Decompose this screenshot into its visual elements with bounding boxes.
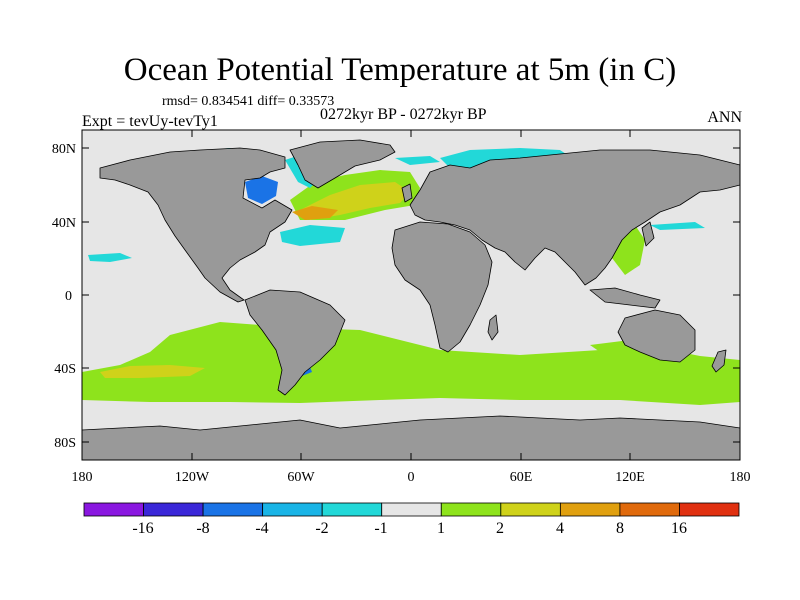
land-madagascar	[487, 314, 499, 341]
period-label: 0272kyr BP - 0272kyr BP	[320, 106, 487, 123]
south-pacific-warm-patch	[100, 365, 205, 378]
colorbar-swatch	[321, 502, 383, 517]
colorbar-label: -8	[196, 520, 209, 537]
colorbar-swatch	[143, 502, 204, 517]
nordic-cold-strip	[395, 156, 440, 165]
colorbar	[83, 502, 740, 517]
colorbar-swatch	[202, 502, 264, 517]
colorbar-label: 16	[671, 520, 687, 537]
colorbar-label: -1	[374, 520, 387, 537]
season-label: ANN	[707, 109, 742, 126]
colorbar-swatch	[619, 502, 680, 517]
y-tick-label: 40N	[52, 216, 76, 231]
hudson-bay-cold	[245, 176, 278, 204]
land-british-isles	[401, 183, 413, 203]
colorbar-swatch	[83, 502, 144, 517]
colorbar-label: -2	[315, 520, 328, 537]
x-axis	[81, 130, 741, 460]
land-north-america	[99, 147, 293, 303]
land-antarctica	[81, 415, 741, 461]
colorbar-label: -4	[255, 520, 268, 537]
colorbar-label: 8	[616, 520, 624, 537]
x-tick-label: 0	[408, 470, 415, 485]
stats-line: rmsd= 0.834541 diff= 0.33573	[162, 94, 335, 109]
x-tick-label: 180	[72, 470, 93, 485]
pacific-cold-patch	[88, 253, 132, 262]
colorbar-label: 1	[437, 520, 445, 537]
gulf-stream-orange	[292, 206, 338, 220]
land-new-zealand	[711, 349, 727, 373]
y-tick-label: 80S	[54, 436, 76, 451]
land-japan	[641, 221, 655, 247]
colorbar-label: 4	[556, 520, 564, 537]
y-axis	[82, 147, 740, 443]
experiment-label: Expt = tevUy-tevTy1	[82, 113, 218, 130]
y-tick-label: 80N	[52, 142, 76, 157]
land-greenland	[289, 139, 396, 189]
land-australia	[617, 309, 696, 363]
land-eurasia	[409, 149, 741, 286]
colorbar-label: -16	[132, 520, 153, 537]
land-maritime-continent	[589, 287, 661, 309]
colorbar-swatch	[559, 502, 621, 517]
colorbar-swatch	[500, 502, 561, 517]
colorbar-swatch	[679, 502, 740, 517]
colorbar-swatch	[381, 502, 442, 517]
land-africa	[391, 221, 493, 353]
x-tick-label: 120W	[175, 470, 210, 485]
land-south-america	[244, 289, 346, 396]
map-title: Ocean Potential Temperature at 5m (in C)	[123, 52, 677, 88]
y-tick-label: 40S	[54, 362, 76, 377]
colorbar-labels: -16 -8 -4 -2 -1 1 2 4 8 16	[132, 520, 687, 537]
north-atlantic-cold-patch	[280, 225, 345, 246]
x-tick-label: 180	[730, 470, 751, 485]
x-tick-label: 120E	[615, 470, 645, 485]
colorbar-swatch	[440, 502, 502, 517]
southern-ocean-warm-band	[82, 322, 740, 405]
x-tick-label: 60W	[287, 470, 315, 485]
land-masses	[81, 139, 741, 461]
north-pacific-cold-strip	[650, 222, 705, 230]
colorbar-label: 2	[496, 520, 504, 537]
colorbar-swatch	[262, 502, 323, 517]
x-tick-label: 60E	[510, 470, 533, 485]
y-tick-label: 0	[65, 289, 72, 304]
